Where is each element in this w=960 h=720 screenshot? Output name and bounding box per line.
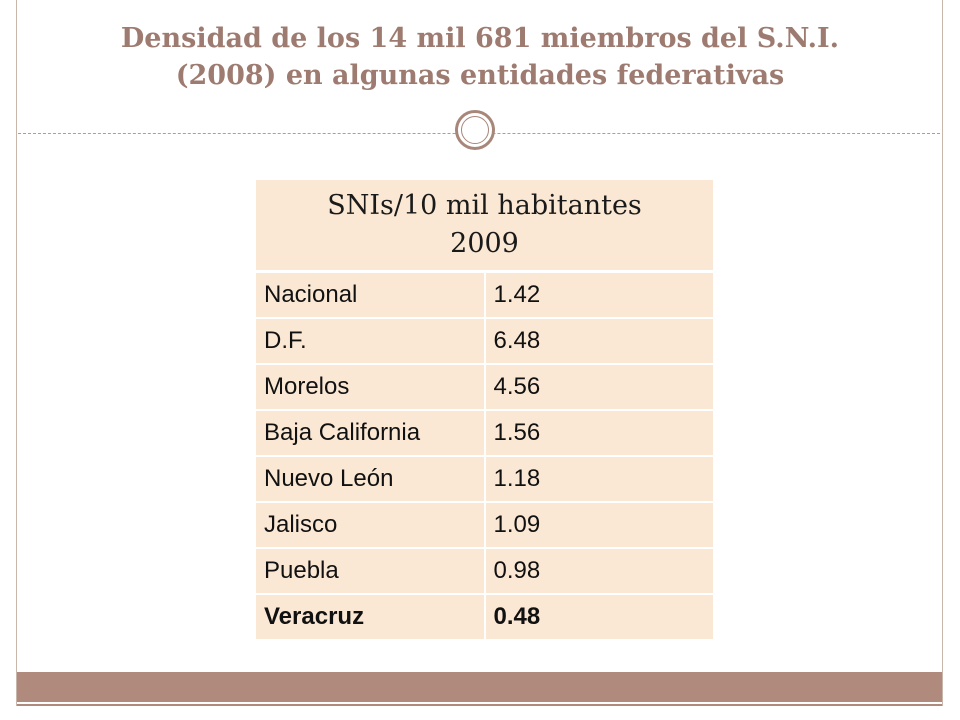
value-cell: 1.09: [483, 500, 713, 549]
table-row: D.F. 6.48: [256, 316, 713, 365]
value-cell: 1.42: [483, 270, 713, 319]
slide-title-line-2: (2008) en algunas entidades federativas: [175, 60, 785, 91]
value-cell: 1.18: [483, 454, 713, 503]
table-header-line-1: SNIs/10 mil habitantes: [327, 190, 642, 221]
frame-left-border: [16, 0, 17, 706]
entity-cell: Nuevo León: [256, 454, 485, 503]
value-cell: 4.56: [483, 362, 713, 411]
footer-accent-bar: [17, 672, 942, 702]
table-row: Jalisco 1.09: [256, 500, 713, 549]
ring-ornament-icon: [455, 110, 495, 150]
table-row: Baja California 1.56: [256, 408, 713, 457]
value-cell: 0.48: [483, 592, 713, 641]
density-table-container: SNIs/10 mil habitantes 2009 Nacional 1.4…: [256, 180, 713, 641]
table-header: SNIs/10 mil habitantes 2009: [256, 180, 713, 273]
value-cell: 0.98: [483, 546, 713, 595]
entity-cell: Baja California: [256, 408, 485, 457]
table-header-row: SNIs/10 mil habitantes 2009: [256, 180, 713, 273]
table-row-highlighted: Veracruz 0.48: [256, 592, 713, 641]
table-row: Puebla 0.98: [256, 546, 713, 595]
value-cell: 1.56: [483, 408, 713, 457]
table-row: Nuevo León 1.18: [256, 454, 713, 503]
entity-cell: D.F.: [256, 316, 485, 365]
table-row: Nacional 1.42: [256, 270, 713, 319]
entity-cell: Puebla: [256, 546, 485, 595]
entity-cell: Jalisco: [256, 500, 485, 549]
entity-cell: Veracruz: [256, 592, 485, 641]
slide-title-line-1: Densidad de los 14 mil 681 miembros del …: [120, 23, 840, 54]
frame-right-border: [942, 0, 943, 706]
value-cell: 6.48: [483, 316, 713, 365]
footer-accent-line: [17, 704, 942, 706]
entity-cell: Nacional: [256, 270, 485, 319]
table-header-line-2: 2009: [450, 228, 519, 259]
entity-cell: Morelos: [256, 362, 485, 411]
table-row: Morelos 4.56: [256, 362, 713, 411]
slide-title: Densidad de los 14 mil 681 miembros del …: [40, 20, 920, 94]
density-table: SNIs/10 mil habitantes 2009 Nacional 1.4…: [256, 180, 713, 641]
